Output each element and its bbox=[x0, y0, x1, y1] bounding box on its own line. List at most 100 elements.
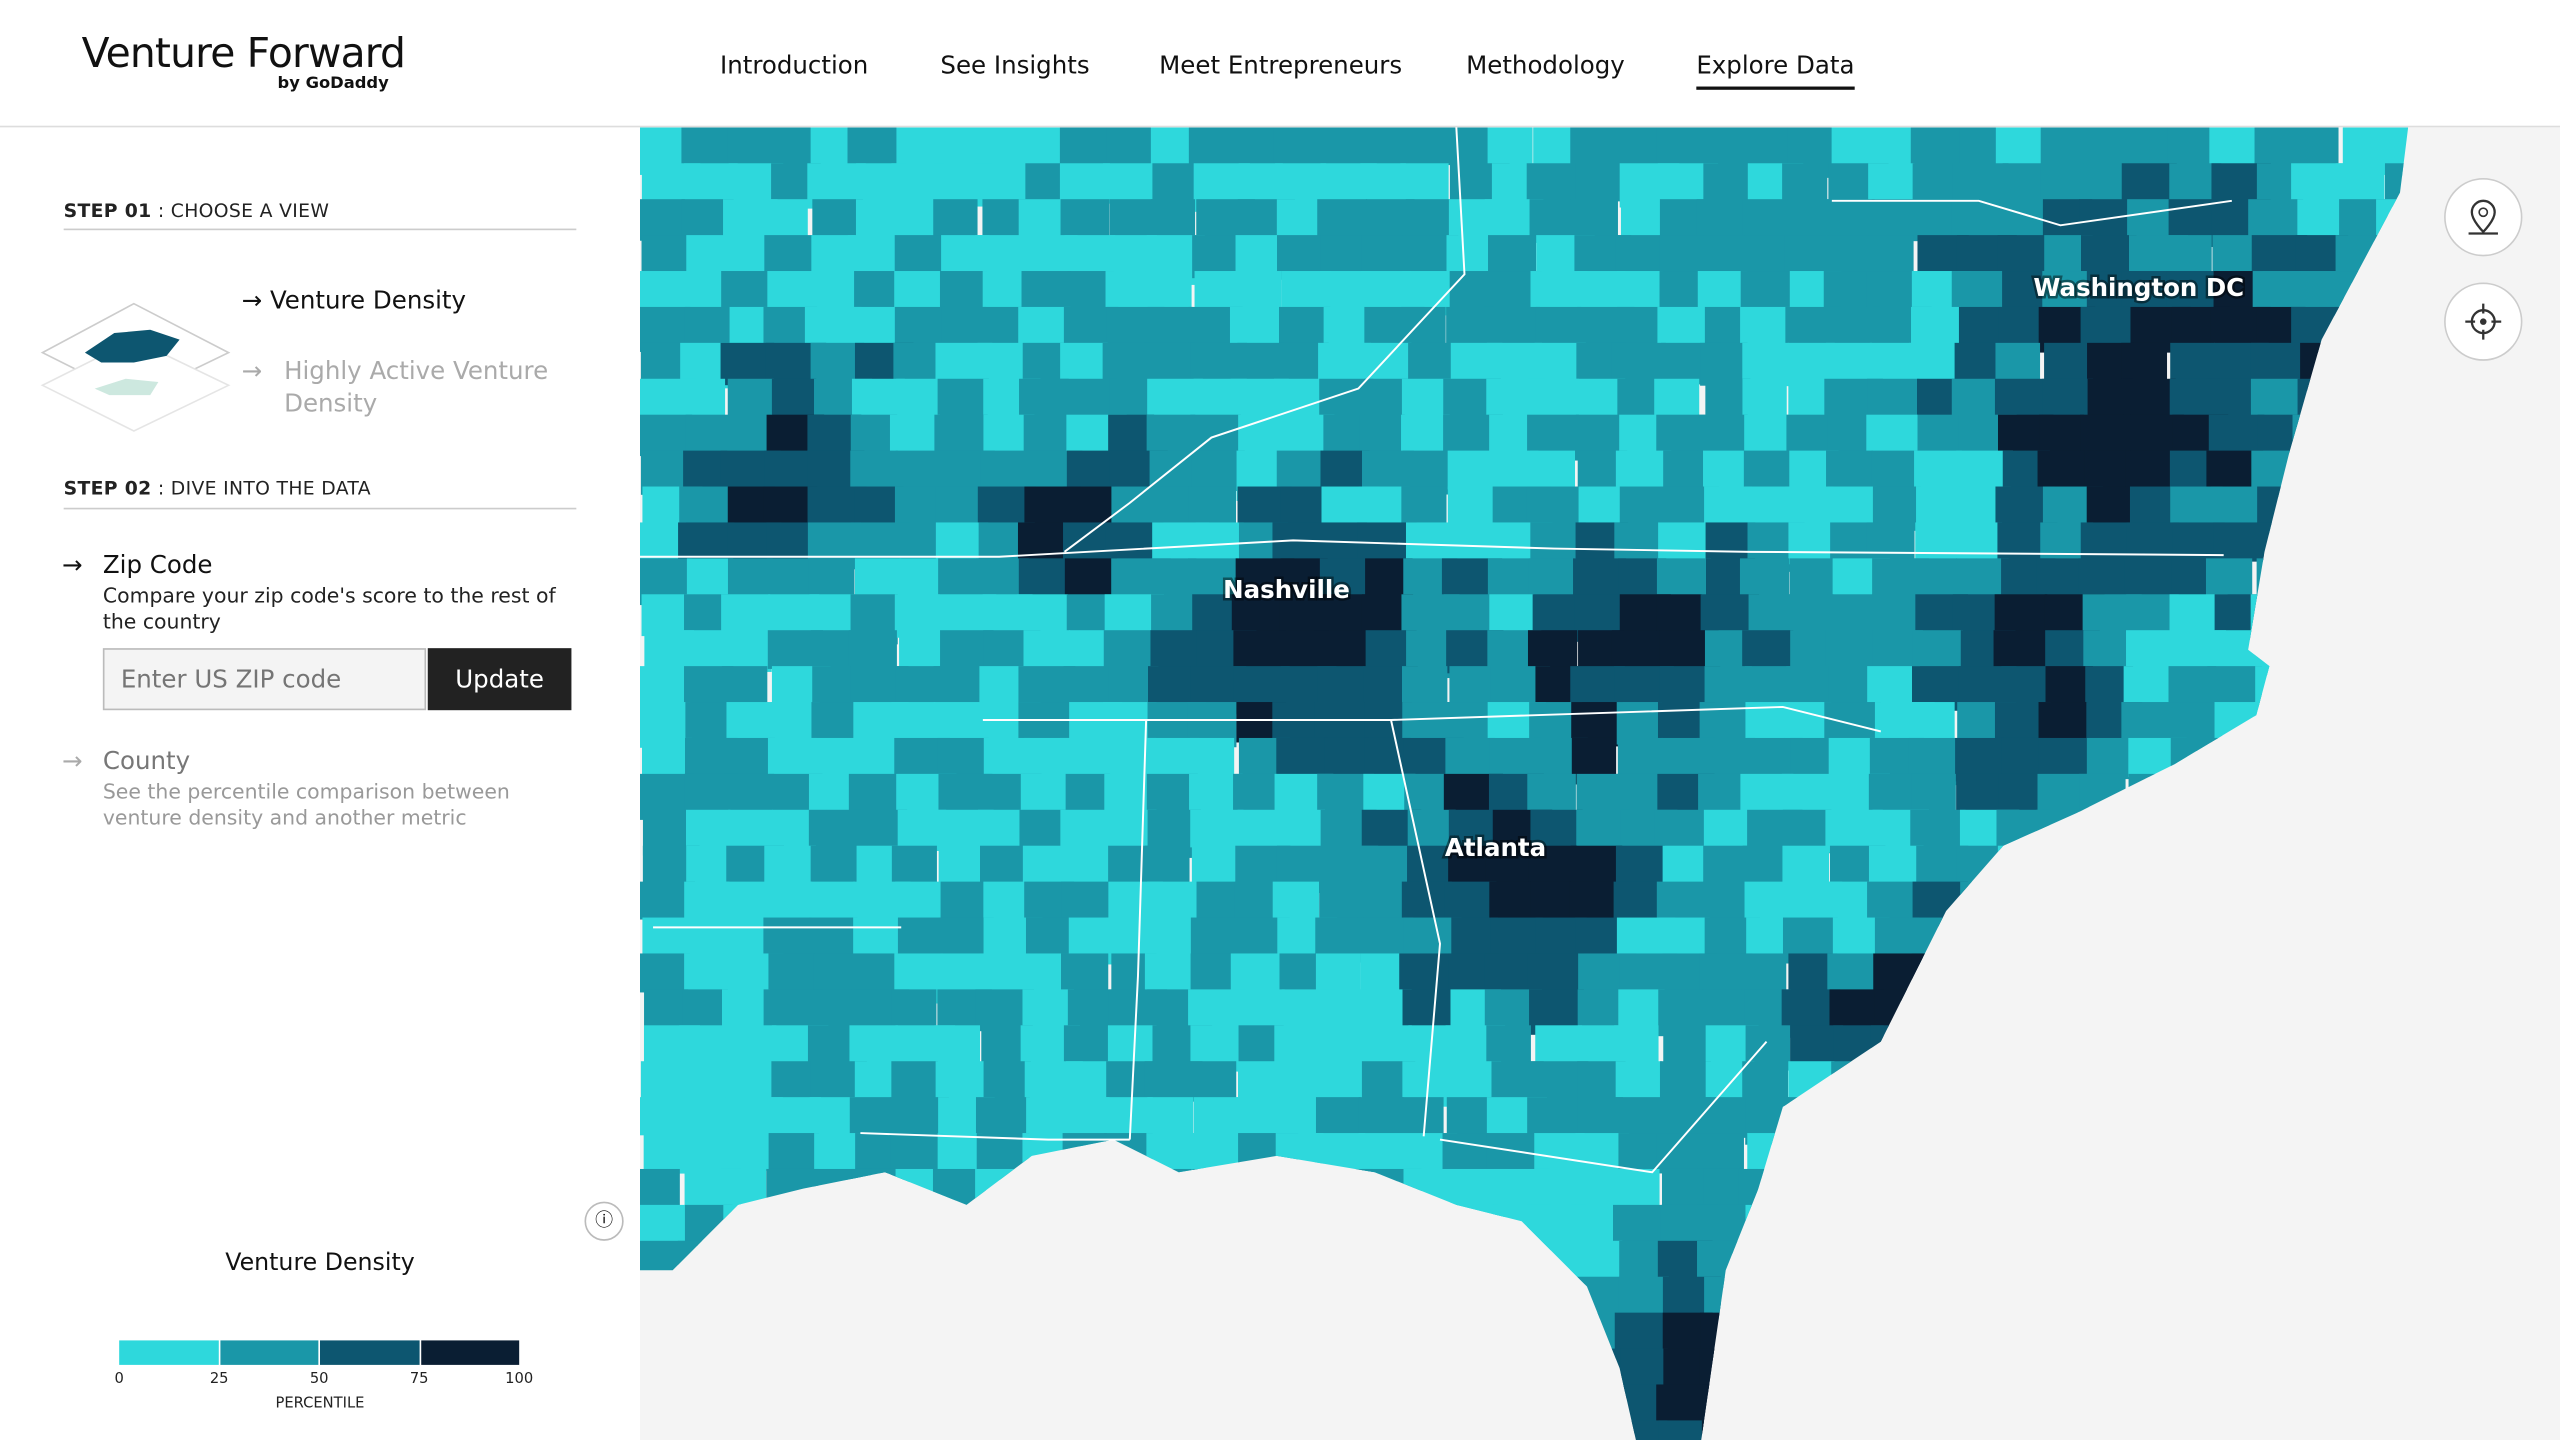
county[interactable] bbox=[686, 558, 734, 598]
county[interactable] bbox=[1189, 1061, 1237, 1100]
county[interactable] bbox=[724, 773, 775, 817]
county[interactable] bbox=[1059, 127, 1110, 168]
county[interactable] bbox=[847, 127, 904, 170]
county[interactable] bbox=[897, 917, 946, 956]
county[interactable] bbox=[1526, 163, 1585, 203]
county[interactable] bbox=[684, 306, 737, 347]
county[interactable] bbox=[1618, 989, 1665, 1032]
county[interactable] bbox=[1059, 163, 1110, 204]
county[interactable] bbox=[643, 1133, 693, 1174]
county[interactable] bbox=[891, 845, 937, 886]
county[interactable] bbox=[1954, 342, 2003, 382]
county[interactable] bbox=[1912, 558, 1958, 596]
county[interactable] bbox=[1659, 271, 1705, 310]
county[interactable] bbox=[1742, 199, 1791, 239]
county[interactable] bbox=[1144, 953, 1192, 993]
county[interactable] bbox=[1150, 630, 1200, 672]
county[interactable] bbox=[1274, 1025, 1320, 1068]
county[interactable] bbox=[1528, 558, 1577, 602]
county[interactable] bbox=[768, 953, 815, 994]
county[interactable] bbox=[1147, 881, 1199, 924]
county[interactable] bbox=[639, 414, 693, 457]
county[interactable] bbox=[763, 917, 812, 960]
county[interactable] bbox=[2292, 127, 2339, 167]
info-button[interactable]: ⓘ bbox=[584, 1201, 624, 1241]
county[interactable] bbox=[1620, 1348, 1668, 1392]
county[interactable] bbox=[1195, 522, 1244, 562]
county[interactable] bbox=[1489, 737, 1541, 778]
county[interactable] bbox=[684, 1133, 735, 1176]
county[interactable] bbox=[1144, 845, 1190, 889]
county[interactable] bbox=[983, 1061, 1032, 1101]
locate-button[interactable] bbox=[2444, 282, 2523, 361]
nav-link[interactable]: Methodology bbox=[1466, 50, 1625, 80]
county[interactable] bbox=[766, 522, 815, 561]
county[interactable] bbox=[1911, 773, 1956, 812]
county[interactable] bbox=[1018, 199, 1066, 240]
county[interactable] bbox=[1574, 594, 1624, 636]
county[interactable] bbox=[1866, 271, 1918, 314]
county[interactable] bbox=[1742, 845, 1790, 887]
county[interactable] bbox=[1703, 235, 1753, 273]
county[interactable] bbox=[941, 306, 987, 348]
county[interactable] bbox=[1487, 127, 1533, 168]
county[interactable] bbox=[1102, 342, 1151, 382]
county[interactable] bbox=[1955, 522, 2003, 561]
county[interactable] bbox=[1914, 450, 1962, 490]
county[interactable] bbox=[1490, 917, 1543, 956]
county[interactable] bbox=[1191, 450, 1245, 491]
county[interactable] bbox=[1569, 881, 1615, 925]
county[interactable] bbox=[1994, 378, 2047, 419]
county[interactable] bbox=[1489, 594, 1535, 635]
county[interactable] bbox=[974, 163, 1026, 205]
county[interactable] bbox=[1193, 1097, 1241, 1139]
county[interactable] bbox=[2254, 127, 2300, 170]
county[interactable] bbox=[1401, 414, 1450, 454]
nav-link[interactable]: See Insights bbox=[940, 50, 1090, 80]
county[interactable] bbox=[1611, 342, 1666, 384]
county[interactable] bbox=[1018, 558, 1073, 597]
county[interactable] bbox=[1445, 737, 1495, 779]
county[interactable] bbox=[681, 127, 736, 166]
county[interactable] bbox=[1785, 486, 1834, 525]
county[interactable] bbox=[1401, 486, 1447, 527]
county[interactable] bbox=[685, 414, 732, 457]
county[interactable] bbox=[1277, 809, 1326, 848]
county[interactable] bbox=[639, 1204, 690, 1246]
county[interactable] bbox=[1065, 773, 1110, 816]
county[interactable] bbox=[724, 630, 772, 672]
county[interactable] bbox=[1021, 271, 1072, 314]
county[interactable] bbox=[848, 630, 897, 670]
county[interactable] bbox=[1995, 342, 2041, 383]
county[interactable] bbox=[1359, 1025, 1412, 1067]
county[interactable] bbox=[1020, 773, 1070, 813]
county[interactable] bbox=[1023, 630, 1071, 668]
county[interactable] bbox=[1697, 271, 1748, 314]
county[interactable] bbox=[727, 378, 774, 419]
county[interactable] bbox=[1188, 127, 1247, 167]
logo[interactable]: Venture Forward bbox=[81, 29, 406, 77]
county[interactable] bbox=[2121, 342, 2168, 385]
county[interactable] bbox=[1314, 702, 1372, 743]
update-button[interactable]: Update bbox=[427, 648, 572, 711]
county[interactable] bbox=[1614, 1312, 1669, 1352]
county[interactable] bbox=[854, 558, 902, 602]
county[interactable] bbox=[851, 378, 905, 419]
county[interactable] bbox=[1866, 414, 1919, 456]
nav-link[interactable]: Meet Entrepreneurs bbox=[1159, 50, 1403, 80]
location-button[interactable] bbox=[2444, 177, 2523, 257]
county[interactable] bbox=[1190, 737, 1235, 781]
county[interactable] bbox=[727, 558, 773, 602]
county[interactable] bbox=[2001, 666, 2053, 710]
county[interactable] bbox=[1696, 199, 1748, 241]
county[interactable] bbox=[1868, 845, 1924, 886]
county[interactable] bbox=[1616, 702, 1663, 745]
county[interactable] bbox=[1233, 773, 1278, 816]
county[interactable] bbox=[1065, 1061, 1115, 1101]
county[interactable] bbox=[1824, 306, 1880, 346]
county[interactable] bbox=[1829, 989, 1884, 1028]
county[interactable] bbox=[639, 953, 690, 993]
county[interactable] bbox=[1615, 450, 1672, 494]
view-option-active[interactable]: → Venture Density bbox=[241, 285, 467, 316]
county[interactable] bbox=[1320, 450, 1370, 492]
